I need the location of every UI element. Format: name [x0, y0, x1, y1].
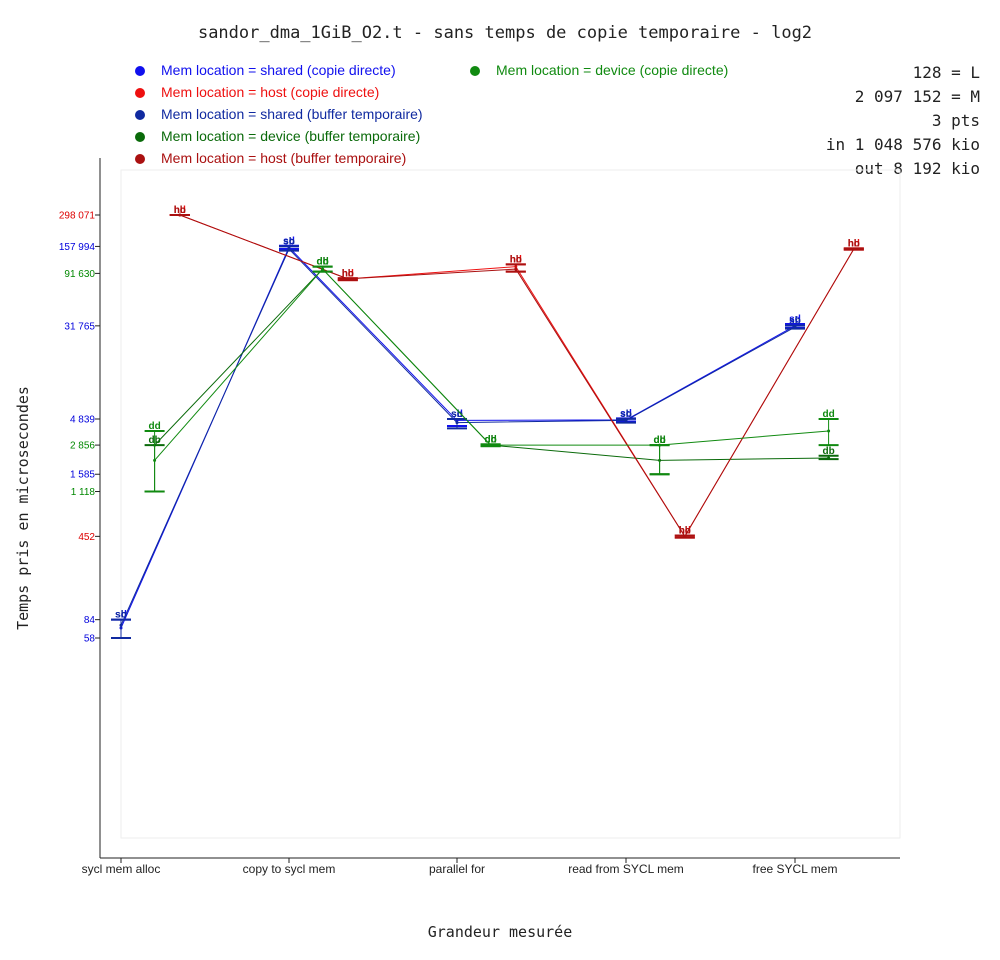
data-point [514, 267, 518, 271]
legend-item-hb: Mem location = host (buffer temporaire) [135, 150, 406, 166]
x-tick-label: sycl mem alloc [82, 862, 161, 876]
plot-area: sycl mem alloc copy to sycl mem parallel f… [59, 158, 901, 876]
data-label: dd [822, 409, 834, 420]
series-dd: dd dd dd dd dd [144, 257, 839, 493]
legend-item-hd: Mem location = host (copie directe) [135, 84, 379, 100]
y-tick-label: 4 839 [70, 414, 95, 425]
info-box: 128 = L 2 097 152 = M 3 pts in 1 048 576 ki… [826, 63, 980, 178]
chart-title: sandor_dma_1GiB_O2.t - sans temps de cop… [198, 23, 812, 43]
data-point [346, 277, 350, 281]
info-line: 3 pts [932, 111, 980, 130]
y-tick-label: 452 [78, 532, 95, 543]
y-tick-label: 157 994 [59, 242, 96, 253]
data-point [321, 267, 325, 271]
series-sb: sb sb sb sb sb [111, 236, 805, 639]
x-tick-label: free SYCL mem [753, 862, 838, 876]
data-label: hb [679, 525, 691, 536]
y-tick-label: 84 [84, 615, 96, 626]
y-axis-label: Temps pris en microsecondes [14, 386, 32, 630]
data-label: sd [620, 408, 632, 419]
data-label: db [822, 446, 834, 457]
data-point [624, 418, 628, 422]
data-point [455, 421, 459, 425]
legend-label: Mem location = device (copie directe) [496, 62, 728, 78]
info-line: in 1 048 576 kio [826, 135, 980, 154]
data-label: db [484, 434, 496, 445]
data-point [827, 429, 831, 433]
legend-label: Mem location = shared (buffer temporaire… [161, 106, 423, 122]
data-label: hd [848, 238, 860, 249]
legend-marker [135, 88, 145, 98]
data-label: sd [115, 610, 127, 621]
data-point [852, 247, 856, 251]
y-tick-label: 31 765 [64, 321, 95, 332]
legend-marker [135, 110, 145, 120]
plot-inner-frame [120, 169, 901, 839]
info-line: 128 = L [913, 63, 980, 82]
data-label: sb [283, 236, 295, 247]
info-line: 2 097 152 = M [855, 87, 980, 106]
data-label: dd [148, 421, 160, 432]
series-line [120, 246, 796, 629]
legend-item-db: Mem location = device (buffer temporaire… [135, 128, 420, 144]
data-label: dd [484, 434, 496, 445]
x-tick-label: read from SYCL mem [568, 862, 684, 876]
data-point [153, 458, 157, 462]
series-hb: hb hb hb hb hb [169, 205, 864, 539]
y-tick-label: 298 071 [59, 211, 96, 222]
legend-marker [135, 66, 145, 76]
data-point [658, 443, 662, 447]
legend-item-dd: Mem location = device (copie directe) [470, 62, 728, 78]
data-point [489, 443, 493, 447]
legend-marker [470, 66, 480, 76]
data-point [287, 247, 291, 251]
data-label: hb [848, 238, 860, 249]
data-point [827, 456, 831, 460]
y-tick-label: 1 585 [70, 470, 95, 481]
data-label: sd [451, 409, 463, 420]
data-label: hd [342, 268, 354, 279]
data-label: db [316, 257, 328, 268]
data-label: sb [620, 409, 632, 420]
x-axis-label: Grandeur mesurée [428, 923, 573, 941]
data-label: dd [653, 435, 665, 446]
data-label: hb [342, 268, 354, 279]
data-label: hd [679, 525, 691, 536]
series-line [120, 248, 796, 626]
y-tick-label: 1 118 [71, 487, 96, 498]
legend-label: Mem location = shared (copie directe) [161, 62, 396, 78]
data-label: hb [174, 205, 186, 216]
data-label: sb [451, 409, 463, 420]
data-label: hd [174, 205, 186, 216]
legend-marker [135, 132, 145, 142]
data-label: hb [510, 254, 522, 265]
legend-marker [135, 154, 145, 164]
series-sd: sd sd sd sd sd [111, 236, 805, 639]
data-label: sb [789, 315, 801, 326]
data-label: sd [789, 314, 801, 325]
y-tick-label: 58 [84, 634, 96, 645]
data-label: dd [316, 257, 328, 268]
data-point [178, 213, 182, 217]
legend: Mem location = shared (copie directe) Mem… [135, 62, 728, 166]
legend-item-sb: Mem location = shared (buffer temporaire… [135, 106, 423, 122]
data-point [683, 534, 687, 538]
legend-label: Mem location = device (buffer temporaire… [161, 128, 420, 144]
x-tick-label: parallel for [429, 862, 485, 876]
data-label: hd [510, 254, 522, 265]
y-tick-label: 91 630 [64, 269, 95, 280]
legend-label: Mem location = host (buffer temporaire) [161, 150, 406, 166]
info-line: out 8 192 kio [855, 159, 980, 178]
legend-item-sd: Mem location = shared (copie directe) [135, 62, 396, 78]
x-tick-label: copy to sycl mem [243, 862, 336, 876]
data-label: sb [115, 610, 127, 621]
data-point [793, 325, 797, 329]
legend-label: Mem location = host (copie directe) [161, 84, 379, 100]
data-point [119, 623, 123, 627]
data-label: db [653, 435, 665, 446]
data-label: sd [283, 236, 295, 247]
y-tick-label: 2 856 [70, 441, 95, 452]
